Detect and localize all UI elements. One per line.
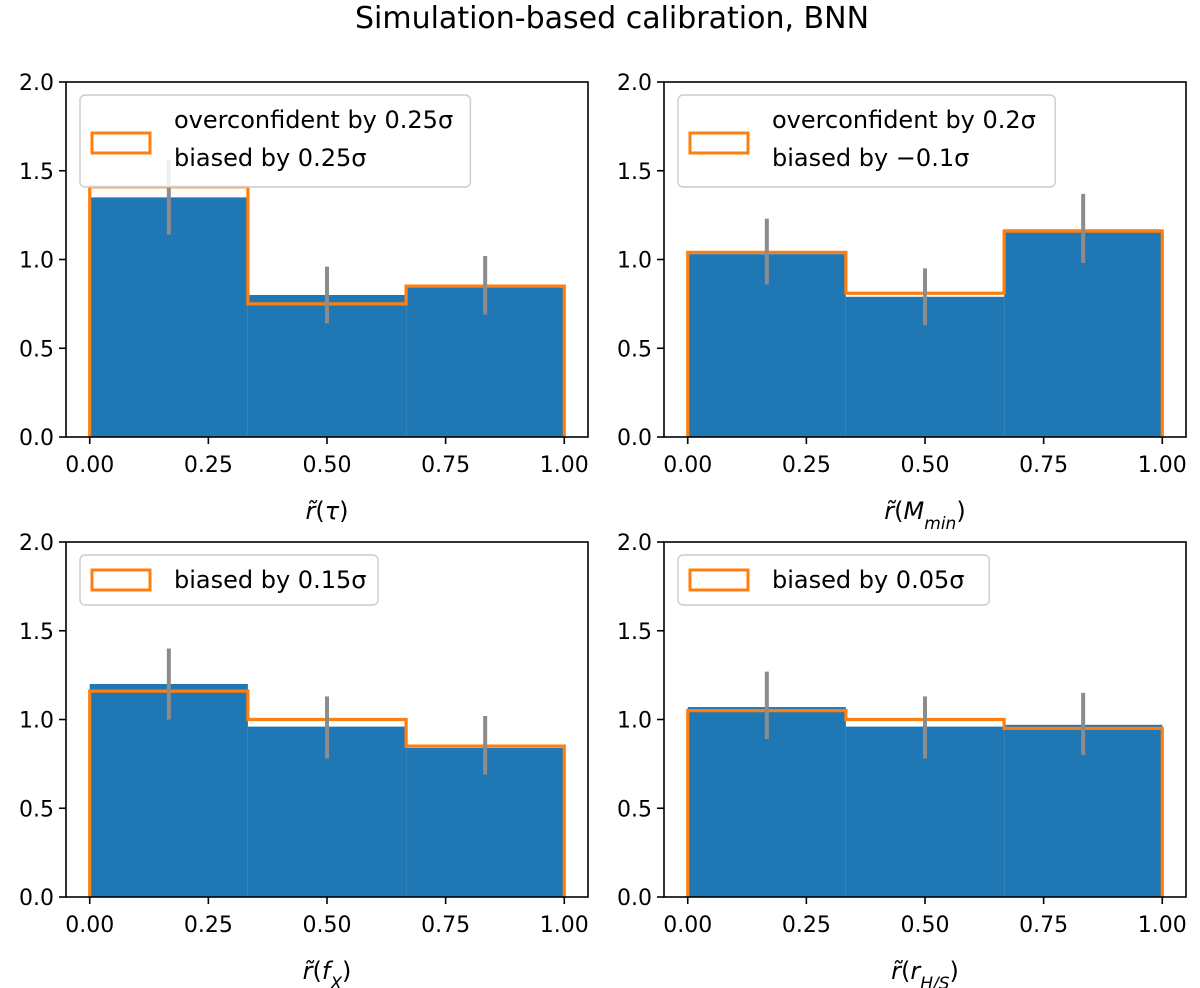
histogram-bar xyxy=(1004,229,1163,437)
x-axis-label: r̃(Mmin) xyxy=(884,497,965,534)
legend-swatch xyxy=(90,131,152,155)
histogram-bar xyxy=(687,254,846,437)
subplot-2: 0.0 0.5 1.0 1.5 2.0 0.00 0.25 0.50 0.75 1.00 r̃(Mm… xyxy=(617,71,1187,534)
legend-label: biased by −0.1σ xyxy=(772,144,969,172)
legend-label: overconfident by 0.25σ xyxy=(174,106,453,134)
x-tick-label: 0.00 xyxy=(65,453,114,478)
y-tick-label: 2.0 xyxy=(19,531,54,556)
y-tick-label: 0.0 xyxy=(617,426,652,451)
y-tick-label: 1.5 xyxy=(19,160,54,185)
subplot-1: 0.0 0.5 1.0 1.5 2.0 0.00 0.25 0.50 0.75 1.00 r̃(τ)… xyxy=(19,71,589,525)
x-tick-label: 0.00 xyxy=(663,913,712,938)
subplot-4: 0.0 0.5 1.0 1.5 2.0 0.00 0.25 0.50 0.75 1.00 r̃(rH… xyxy=(617,531,1187,988)
y-tick-label: 0.5 xyxy=(617,337,652,362)
x-tick-label: 0.75 xyxy=(1019,453,1068,478)
legend: biased by 0.15σ xyxy=(79,554,379,606)
legend-box xyxy=(79,94,472,188)
x-tick-label: 0.25 xyxy=(782,453,831,478)
legend-swatch xyxy=(90,568,152,592)
y-tick-label: 0.5 xyxy=(617,797,652,822)
x-tick-label: 0.50 xyxy=(901,453,950,478)
subplot-3: 0.0 0.5 1.0 1.5 2.0 0.00 0.25 0.50 0.75 1.00 r̃(fX… xyxy=(19,531,589,988)
histogram-bar xyxy=(89,197,248,437)
y-tick-label: 0.0 xyxy=(19,886,54,911)
x-axis-label: r̃(rH/S) xyxy=(891,957,959,988)
x-tick-label: 0.25 xyxy=(184,453,233,478)
x-axis-label: r̃(fX) xyxy=(303,957,352,988)
y-tick-label: 2.0 xyxy=(19,71,54,96)
x-tick-label: 0.75 xyxy=(421,453,470,478)
y-tick-label: 1.0 xyxy=(617,249,652,274)
x-tick-label: 1.00 xyxy=(1138,453,1187,478)
y-tick-label: 0.0 xyxy=(19,426,54,451)
x-tick-label: 0.00 xyxy=(663,453,712,478)
x-tick-label: 0.25 xyxy=(184,913,233,938)
y-tick-label: 2.0 xyxy=(617,71,652,96)
figure-title: Simulation-based calibration, BNN xyxy=(355,1,869,36)
legend-label: overconfident by 0.2σ xyxy=(772,106,1036,134)
y-tick-label: 1.0 xyxy=(19,709,54,734)
x-tick-label: 0.75 xyxy=(1019,913,1068,938)
legend-box xyxy=(677,94,1056,188)
legend-label: biased by 0.15σ xyxy=(174,566,366,594)
y-tick-label: 2.0 xyxy=(617,531,652,556)
x-tick-label: 0.50 xyxy=(303,913,352,938)
x-tick-label: 0.00 xyxy=(65,913,114,938)
y-tick-label: 1.5 xyxy=(19,620,54,645)
legend-box xyxy=(79,554,379,606)
x-tick-label: 1.00 xyxy=(540,913,589,938)
legend-label: biased by 0.25σ xyxy=(174,144,366,172)
y-tick-label: 1.0 xyxy=(617,709,652,734)
legend-swatch xyxy=(688,568,750,592)
y-tick-label: 0.5 xyxy=(19,797,54,822)
legend-box xyxy=(677,554,990,606)
x-tick-label: 0.25 xyxy=(782,913,831,938)
y-tick-label: 1.5 xyxy=(617,620,652,645)
legend: overconfident by 0.25σ biased by 0.25σ xyxy=(79,94,472,188)
x-tick-label: 0.50 xyxy=(901,913,950,938)
x-tick-label: 0.75 xyxy=(421,913,470,938)
x-tick-label: 0.50 xyxy=(303,453,352,478)
y-tick-label: 0.5 xyxy=(19,337,54,362)
legend: overconfident by 0.2σ biased by −0.1σ xyxy=(677,94,1056,188)
y-tick-label: 1.0 xyxy=(19,249,54,274)
legend: biased by 0.05σ xyxy=(677,554,990,606)
x-tick-label: 1.00 xyxy=(540,453,589,478)
legend-label: biased by 0.05σ xyxy=(772,566,964,594)
legend-swatch xyxy=(688,131,750,155)
y-tick-label: 1.5 xyxy=(617,160,652,185)
y-tick-label: 0.0 xyxy=(617,886,652,911)
x-tick-label: 1.00 xyxy=(1138,913,1187,938)
x-axis-label: r̃(τ) xyxy=(305,497,348,525)
